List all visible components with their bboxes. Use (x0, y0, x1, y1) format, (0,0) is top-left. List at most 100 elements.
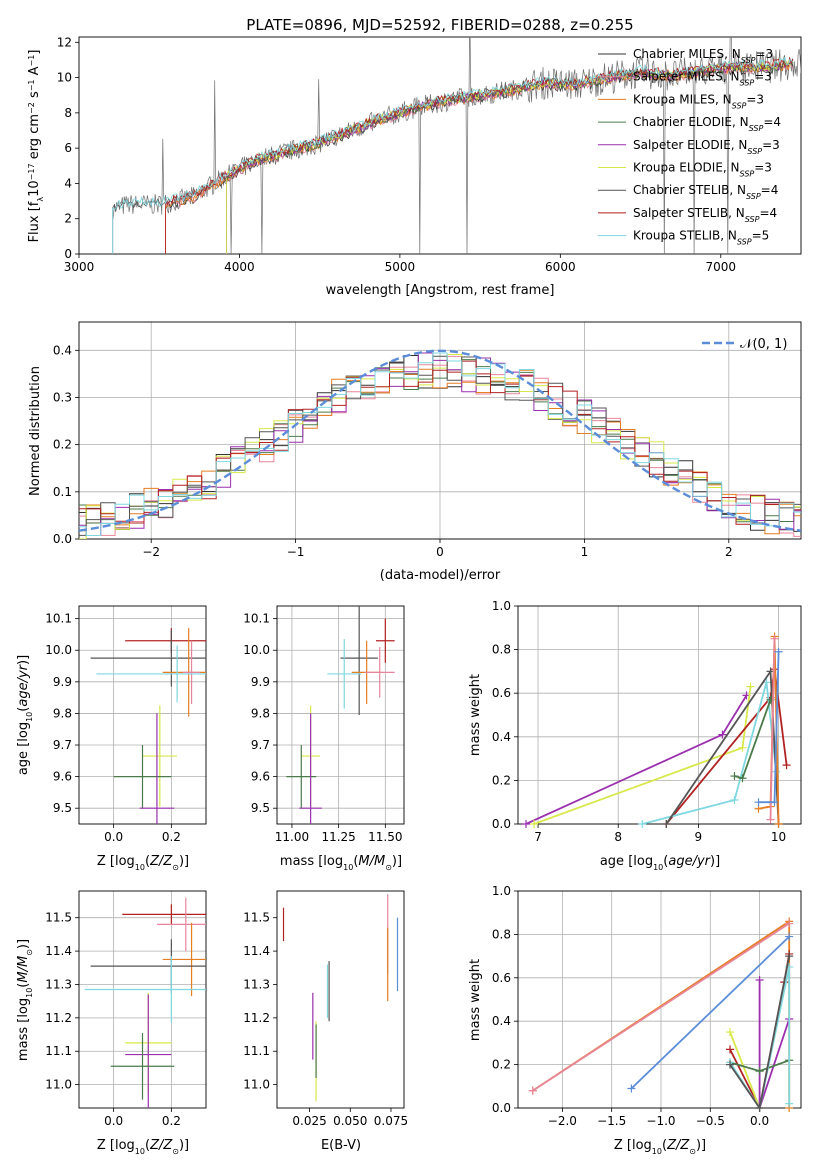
weight-marker (766, 815, 775, 824)
y-tick-label: 9.8 (251, 706, 270, 720)
x-tick-label: 4000 (224, 260, 255, 274)
y-tick-label: 12 (57, 35, 72, 49)
x-axis-label: Z [log10(Z/Z⊙)] (97, 1138, 189, 1156)
y-tick-label: 1.0 (492, 599, 511, 613)
x-tick-label: 0.025 (292, 1114, 326, 1128)
y-tick-label: 11.5 (45, 911, 72, 925)
weight-marker (785, 952, 794, 961)
y-axis-label: Normed distribution (28, 366, 43, 496)
y-tick-label: 0.4 (53, 343, 72, 357)
x-tick-label: 8 (614, 830, 622, 844)
weight-series-line (734, 699, 772, 780)
x-tick-label: −1 (287, 545, 305, 559)
y-tick-label: 11.0 (45, 1078, 72, 1092)
x-tick-label: 10 (771, 830, 786, 844)
weight-marker (726, 1045, 735, 1054)
weight-marker (627, 1084, 636, 1093)
weight-marker (726, 1028, 735, 1037)
y-tick-label: 0.0 (492, 1101, 511, 1115)
x-tick-label: 0 (436, 545, 444, 559)
histogram-step (79, 354, 801, 539)
y-tick-label: 11.2 (45, 1011, 72, 1025)
weight-marker (662, 820, 671, 828)
axes-frame (276, 605, 405, 825)
weight-marker (770, 634, 779, 643)
x-tick-label: 6000 (545, 260, 576, 274)
weight-marker (738, 774, 747, 783)
y-tick-label: 10.1 (45, 612, 72, 626)
y-axis-label: age [log10(age/yr)] (16, 655, 34, 775)
y-axis-label: mass weight (468, 674, 483, 756)
axes-frame (78, 605, 207, 825)
x-tick-label: 1 (581, 545, 589, 559)
model-spectrum-line (226, 60, 794, 254)
y-tick-label: 9.8 (53, 706, 72, 720)
x-tick-label: 3000 (64, 260, 95, 274)
y-tick-label: 0.0 (492, 817, 511, 831)
y-axis-label: mass [log10(M/M⊙)] (16, 939, 34, 1061)
weight-marker (746, 682, 755, 691)
y-tick-label: 0.6 (492, 686, 511, 700)
axes-frame (78, 890, 207, 1109)
x-tick-label: −2 (142, 545, 160, 559)
weight-marker (638, 820, 647, 828)
model-spectrum-line (112, 56, 794, 254)
axes-frame (78, 36, 802, 255)
y-tick-label: 9.5 (251, 801, 270, 815)
weight-marker (774, 820, 783, 828)
y-tick-label: 9.7 (53, 738, 72, 752)
weight-marker (785, 1099, 794, 1108)
x-axis-label: wavelength [Angstrom, rest frame] (326, 283, 555, 298)
weight-marker (774, 647, 783, 656)
x-tick-label: −2.0 (548, 1114, 577, 1128)
y-tick-label: 0.2 (492, 1058, 511, 1072)
plot-weight-vs-Z: −2.0 −1.5 −1.0 −0.5 0.0 0.0 0.2 0.4 0.6 0.8 1.0 Z [… (468, 884, 802, 1156)
y-tick-label: 9.9 (251, 675, 270, 689)
y-tick-label: 11.2 (243, 1011, 270, 1025)
y-tick-label: 10.0 (45, 643, 72, 657)
weight-marker (522, 820, 531, 828)
y-axis-label: mass weight (468, 959, 483, 1041)
y-tick-label: 0.2 (53, 438, 72, 452)
plot-mass-vs-Z: 0.0 0.2 11.0 11.1 11.2 11.3 11.4 11.5 Z [log10(Z… (16, 890, 207, 1156)
weight-marker (730, 772, 739, 781)
y-tick-label: 0.6 (492, 971, 511, 985)
legend-label: 𝒩(0, 1) (740, 337, 787, 352)
y-tick-label: 10.1 (243, 612, 270, 626)
legend-label: Salpeter MILES, NSSP=3 (633, 70, 772, 88)
x-tick-label: −0.5 (696, 1114, 725, 1128)
y-tick-label: 0.1 (53, 485, 72, 499)
x-tick-label: −1.0 (646, 1114, 675, 1128)
y-tick-label: 9.7 (251, 738, 270, 752)
y-tick-label: 11.4 (243, 944, 270, 958)
y-axis-label: Flux [fλ10−17 erg cm−2 s−1 A−1] (27, 50, 45, 243)
histogram-step (79, 352, 801, 536)
legend-label: Salpeter STELIB, NSSP=4 (633, 206, 777, 224)
plot-spectrum: 3000 4000 5000 6000 7000 0 2 4 6 8 10 12 Chabrier MI… (27, 35, 802, 298)
x-tick-label: 2 (725, 545, 733, 559)
weight-series-line (532, 922, 790, 1092)
weight-marker (785, 919, 794, 928)
x-tick-label: 7000 (706, 260, 737, 274)
legend-label: Chabrier MILES, NSSP=3 (633, 47, 773, 65)
weight-marker (726, 1060, 735, 1069)
y-tick-label: 9.6 (53, 770, 72, 784)
y-tick-label: 0.0 (53, 532, 72, 546)
legend-label: Kroupa MILES, NSSP=3 (633, 92, 764, 110)
y-tick-label: 2 (64, 212, 72, 226)
y-tick-label: 9.5 (53, 801, 72, 815)
y-tick-label: 11.1 (243, 1044, 270, 1058)
x-tick-label: 0.0 (104, 1114, 123, 1128)
x-tick-label: 11.50 (368, 830, 402, 844)
weight-marker (754, 798, 763, 807)
plot-age-vs-Z: 0.0 0.2 9.5 9.6 9.7 9.8 9.9 10.0 10.1 Z [log10(Z/… (16, 605, 207, 872)
x-axis-label: age [log10(age/yr)] (600, 854, 720, 872)
weight-marker (730, 796, 739, 805)
y-tick-label: 11.1 (45, 1044, 72, 1058)
weight-series-line (769, 638, 776, 820)
legend-label: Salpeter ELODIE, NSSP=3 (633, 138, 780, 156)
y-tick-label: 11.4 (45, 944, 72, 958)
x-tick-label: 0.075 (374, 1114, 408, 1128)
plot-mass-vs-ebv: 0.025 0.050 0.075 11.0 11.1 11.2 11.3 11.4 11.5 E… (243, 890, 408, 1153)
